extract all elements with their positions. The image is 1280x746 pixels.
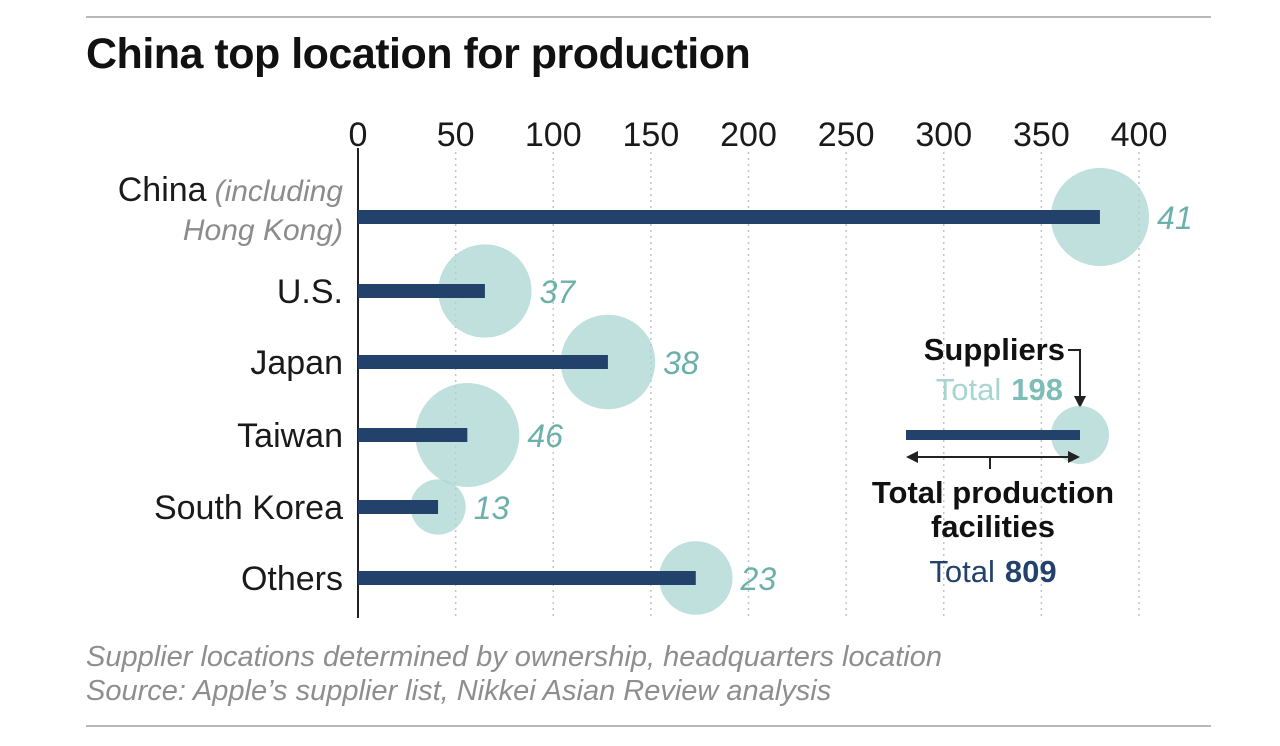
supplier-count-label: 23 xyxy=(740,561,777,597)
facility-bar xyxy=(358,428,468,442)
x-tick-label: 300 xyxy=(915,116,972,154)
note-ownership: Supplier locations determined by ownersh… xyxy=(86,641,943,673)
x-tick-label: 100 xyxy=(525,116,582,154)
x-tick-label: 150 xyxy=(623,116,680,154)
category-label: Taiwan xyxy=(237,417,343,455)
legend-span-arrow-left xyxy=(906,451,918,463)
facility-bars xyxy=(358,210,1100,585)
top-rule xyxy=(86,16,1211,18)
legend: Suppliers Total 198 Total production faci… xyxy=(872,332,1114,589)
chart-notes: Supplier locations determined by ownersh… xyxy=(86,640,942,708)
facility-bar xyxy=(358,284,485,298)
category-label: Japan xyxy=(250,344,343,382)
chart-title: China top location for production xyxy=(86,30,751,78)
supplier-count-label: 13 xyxy=(474,490,510,526)
category-labels: China (including Hong Kong) U.S. Japan Taiwan… xyxy=(118,171,344,598)
legend-suppliers-total-value: 198 xyxy=(1011,372,1063,407)
legend-facilities-title-line1: Total production xyxy=(872,475,1114,510)
x-tick-label: 400 xyxy=(1111,116,1168,154)
category-note: (including xyxy=(215,175,344,208)
category-label: South Korea xyxy=(154,489,343,527)
supplier-count-label: 37 xyxy=(540,274,577,310)
supplier-count-label: 38 xyxy=(663,345,699,381)
category-label: U.S. xyxy=(277,273,343,311)
x-tick-label: 350 xyxy=(1013,116,1070,154)
supplier-count-labels: 41 37 38 46 13 23 xyxy=(474,200,1193,597)
x-tick-label: 250 xyxy=(818,116,875,154)
supplier-count-label: 41 xyxy=(1157,200,1193,236)
x-tick-labels: 0 50 100 150 200 250 300 350 400 xyxy=(349,116,1168,154)
category-label: China (including xyxy=(118,171,344,209)
legend-suppliers-total-label: Total xyxy=(936,372,1001,407)
legend-suppliers-arrowhead xyxy=(1074,396,1086,408)
facility-bar xyxy=(358,571,696,585)
legend-facilities-title-line2: facilities xyxy=(931,509,1055,544)
x-tick-label: 0 xyxy=(349,116,368,154)
legend-facilities-total-label: Total xyxy=(929,554,994,589)
facility-bar xyxy=(358,210,1100,224)
legend-suppliers-arrow-line xyxy=(1068,349,1081,398)
legend-span-arrow-right xyxy=(1068,451,1080,463)
supplier-count-label: 46 xyxy=(527,418,563,454)
facility-bar xyxy=(358,355,608,369)
category-label: Others xyxy=(241,560,343,598)
bottom-rule xyxy=(86,725,1211,727)
category-name: China xyxy=(118,171,207,209)
facility-bar xyxy=(358,500,439,514)
legend-facilities-total-value: 809 xyxy=(1005,554,1057,589)
x-tick-label: 200 xyxy=(720,116,777,154)
legend-bar xyxy=(906,430,1080,440)
x-tick-label: 50 xyxy=(437,116,475,154)
note-source: Source: Apple’s supplier list, Nikkei As… xyxy=(86,675,832,707)
legend-suppliers-title: Suppliers xyxy=(924,332,1065,367)
category-note-line2: Hong Kong) xyxy=(183,214,343,247)
